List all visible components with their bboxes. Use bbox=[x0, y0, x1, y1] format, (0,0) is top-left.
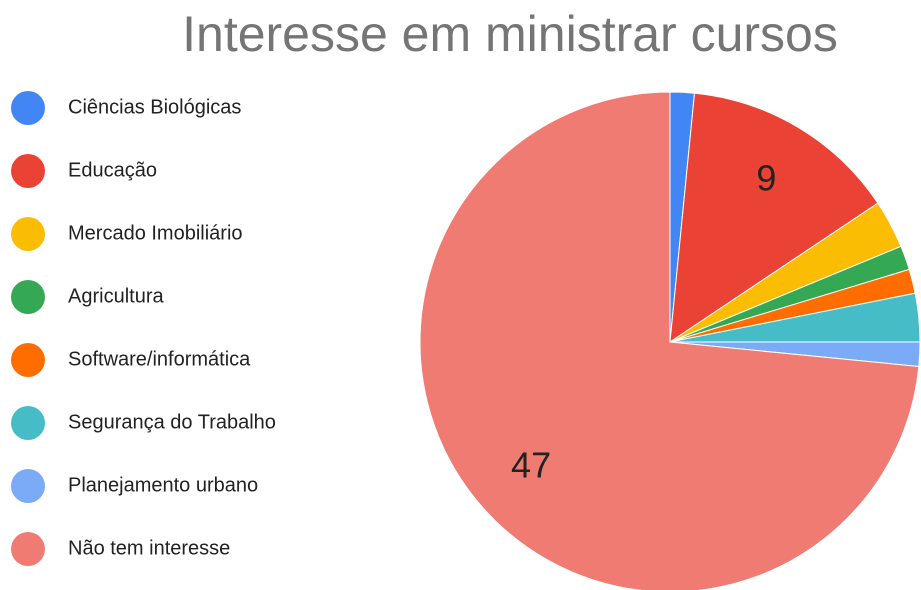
legend-label: Mercado Imobiliário bbox=[68, 222, 243, 244]
pie-slice bbox=[669, 92, 879, 344]
legend-swatch bbox=[11, 154, 45, 188]
legend-swatch bbox=[11, 91, 45, 125]
legend-swatch bbox=[11, 469, 45, 503]
legend-label: Segurança do Trabalho bbox=[68, 411, 276, 433]
legend-label: Software/informática bbox=[68, 348, 251, 370]
pie-slice bbox=[419, 91, 920, 590]
legend-label: Ciências Biológicas bbox=[68, 96, 241, 118]
legend-swatch bbox=[11, 343, 45, 377]
legend-label: Agricultura bbox=[68, 285, 164, 307]
legend-swatch bbox=[11, 217, 45, 251]
legend-label: Não tem interesse bbox=[68, 537, 230, 559]
legend-swatch bbox=[11, 406, 45, 440]
legend-label: Educação bbox=[68, 159, 157, 181]
chart-title: Interesse em ministrar cursos bbox=[182, 6, 838, 62]
slice-label: 47 bbox=[511, 444, 551, 485]
slice-label: 9 bbox=[756, 158, 776, 199]
legend-swatch bbox=[11, 280, 45, 314]
legend-swatch bbox=[11, 532, 45, 566]
legend-label: Planejamento urbano bbox=[68, 474, 258, 496]
